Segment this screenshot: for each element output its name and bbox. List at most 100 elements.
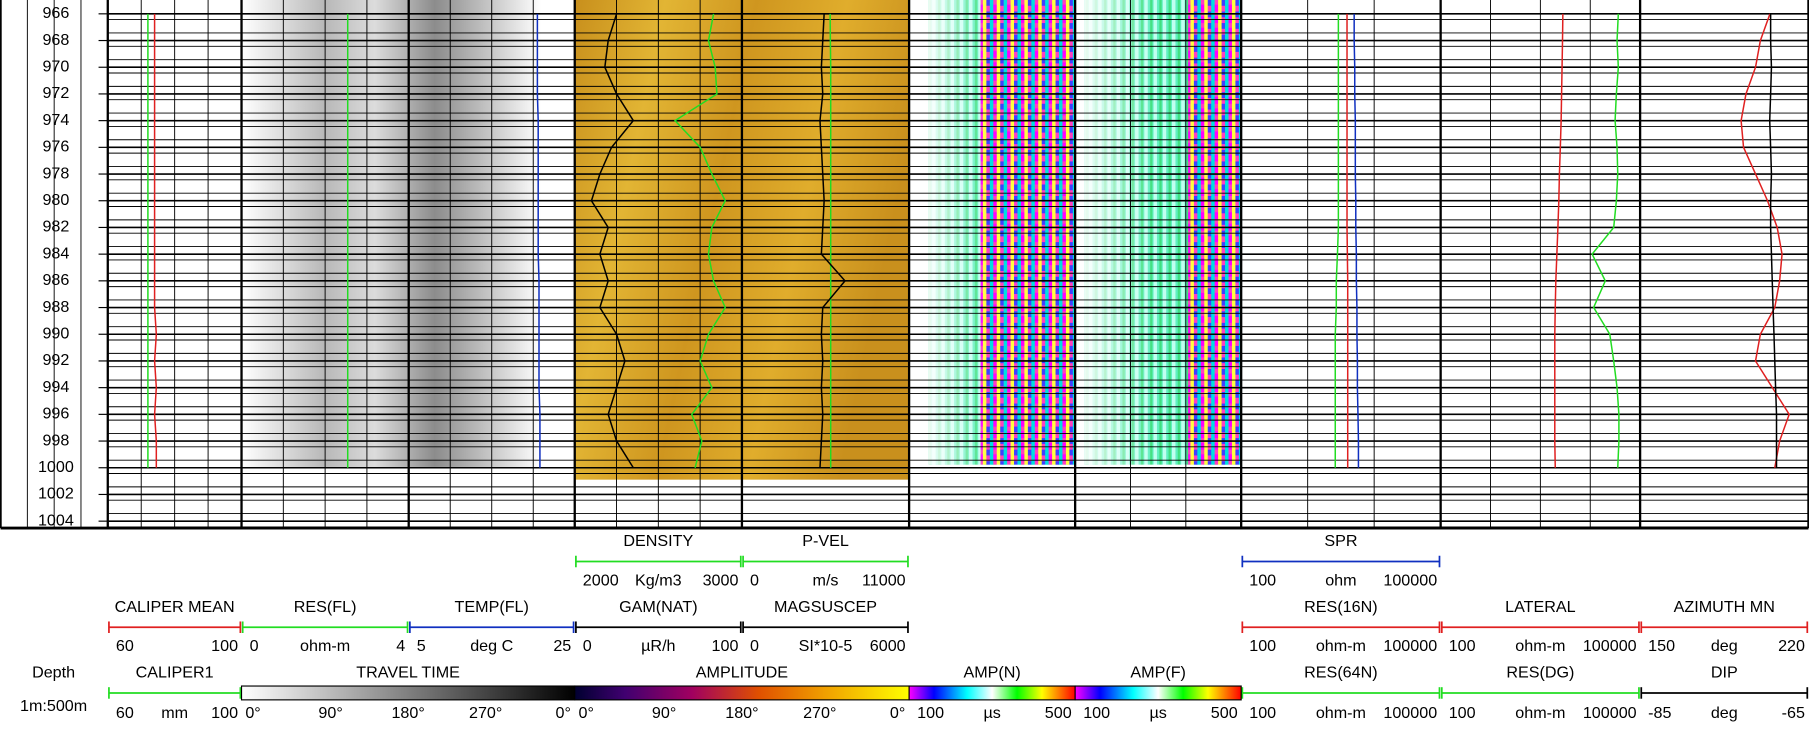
log-curve <box>1353 13 1360 468</box>
scale-max: 100000 <box>1583 704 1637 722</box>
amp-n-image-hot <box>980 0 1076 465</box>
curve-name: RES(16N) <box>1304 598 1377 616</box>
curve-name: RES(64N) <box>1304 664 1377 682</box>
depth-label: 976 <box>42 138 69 156</box>
depth-label: 982 <box>42 218 69 236</box>
log-curve <box>1334 13 1340 468</box>
log-curve <box>153 13 158 468</box>
scale-max: 25 <box>553 637 571 655</box>
image-scale-label: 180° <box>391 704 424 722</box>
image-scale-label: 0° <box>245 704 260 722</box>
image-name: AMP(N) <box>963 664 1020 682</box>
amp-n-fade <box>928 0 987 465</box>
depth-label: 996 <box>42 405 69 423</box>
scale-min: 100 <box>917 704 944 722</box>
curve-name: RES(FL) <box>294 598 357 616</box>
scale-min: 100 <box>1449 637 1476 655</box>
scale-max: 500 <box>1211 704 1238 722</box>
log-curve <box>1554 13 1564 468</box>
curve-name: CALIPER MEAN <box>115 598 235 616</box>
scale-min: 100 <box>1449 704 1476 722</box>
scale-unit: deg <box>1711 637 1738 655</box>
scale-unit: ohm-m <box>1316 637 1366 655</box>
curve-name: DENSITY <box>623 532 693 550</box>
depth-label: 990 <box>42 325 69 343</box>
scale-max: 11000 <box>862 571 906 589</box>
scale-unit: ohm-m <box>300 637 350 655</box>
image-scale-label: 90° <box>652 704 676 722</box>
curve-name: TEMP(FL) <box>455 598 529 616</box>
image-name: TRAVEL TIME <box>356 664 460 682</box>
scale-unit: µs <box>983 704 1000 722</box>
depth-scale: 1m:500m <box>20 697 87 715</box>
image-name: AMP(F) <box>1130 664 1186 682</box>
amp-f-fade <box>1084 0 1154 465</box>
depth-label: 966 <box>42 4 69 22</box>
depth-label: 972 <box>42 84 69 102</box>
depth-label: 974 <box>42 111 69 129</box>
depth-label: 994 <box>42 378 69 396</box>
scale-max: 100000 <box>1383 637 1437 655</box>
depth-label: 1000 <box>38 458 74 476</box>
depth-label: 978 <box>42 164 69 182</box>
depth-label: 986 <box>42 271 69 289</box>
image-scale-label: 270° <box>469 704 502 722</box>
scale-max: 3000 <box>703 571 739 589</box>
scale-min: 60 <box>116 637 134 655</box>
scale-min: 0 <box>583 637 592 655</box>
depth-label: 1002 <box>38 485 74 503</box>
depth-label: 1004 <box>38 511 74 529</box>
scale-unit: µR/h <box>641 637 675 655</box>
scale-min: 150 <box>1648 637 1675 655</box>
curve-name: RES(DG) <box>1506 664 1574 682</box>
scale-max: 100 <box>211 637 238 655</box>
log-curve <box>1591 13 1620 468</box>
scale-unit: deg <box>1711 704 1738 722</box>
scale-min: 2000 <box>583 571 619 589</box>
scale-min: 0 <box>250 637 259 655</box>
image-scale-label: 0° <box>556 704 571 722</box>
scale-min: 100 <box>1083 704 1110 722</box>
scale-unit: Kg/m3 <box>635 571 682 589</box>
scale-max: 220 <box>1778 637 1805 655</box>
scale-unit: ohm-m <box>1316 704 1366 722</box>
scale-max: 500 <box>1045 704 1072 722</box>
depth-label: 980 <box>42 191 69 209</box>
scale-unit: ohm <box>1325 571 1356 589</box>
curve-name: CALIPER1 <box>136 664 214 682</box>
scale-min: 100 <box>1249 637 1276 655</box>
scale-unit: deg C <box>470 637 513 655</box>
log-curve <box>829 13 832 468</box>
image-color-bar <box>240 685 576 701</box>
depth-label: 992 <box>42 351 69 369</box>
scale-unit: ohm-m <box>1515 637 1565 655</box>
scale-unit: m/s <box>813 571 839 589</box>
image-color-bar <box>1074 685 1242 701</box>
scale-min: 100 <box>1249 571 1276 589</box>
log-curve <box>536 13 541 468</box>
image-scale-label: 90° <box>318 704 342 722</box>
depth-header: Depth <box>32 664 75 682</box>
scale-min: 0 <box>750 637 759 655</box>
scale-min: -85 <box>1648 704 1671 722</box>
scale-unit: SI*10-5 <box>799 637 853 655</box>
depth-label: 970 <box>42 58 69 76</box>
scale-min: 0 <box>750 571 759 589</box>
scale-max: 100 <box>211 704 238 722</box>
scale-unit: mm <box>161 704 188 722</box>
scale-max: -65 <box>1782 704 1805 722</box>
log-curve <box>590 13 635 469</box>
image-scale-label: 180° <box>725 704 758 722</box>
depth-label: 988 <box>42 298 69 316</box>
log-curve <box>673 13 727 468</box>
image-color-bar <box>908 685 1076 701</box>
scale-min: 100 <box>1249 704 1276 722</box>
log-curve <box>1346 13 1349 468</box>
log-curve <box>819 13 846 468</box>
curve-name: AZIMUTH MN <box>1674 598 1775 616</box>
curve-name: GAM(NAT) <box>619 598 698 616</box>
scale-unit: µs <box>1149 704 1166 722</box>
scale-max: 4 <box>396 637 405 655</box>
image-scale-label: 270° <box>803 704 836 722</box>
